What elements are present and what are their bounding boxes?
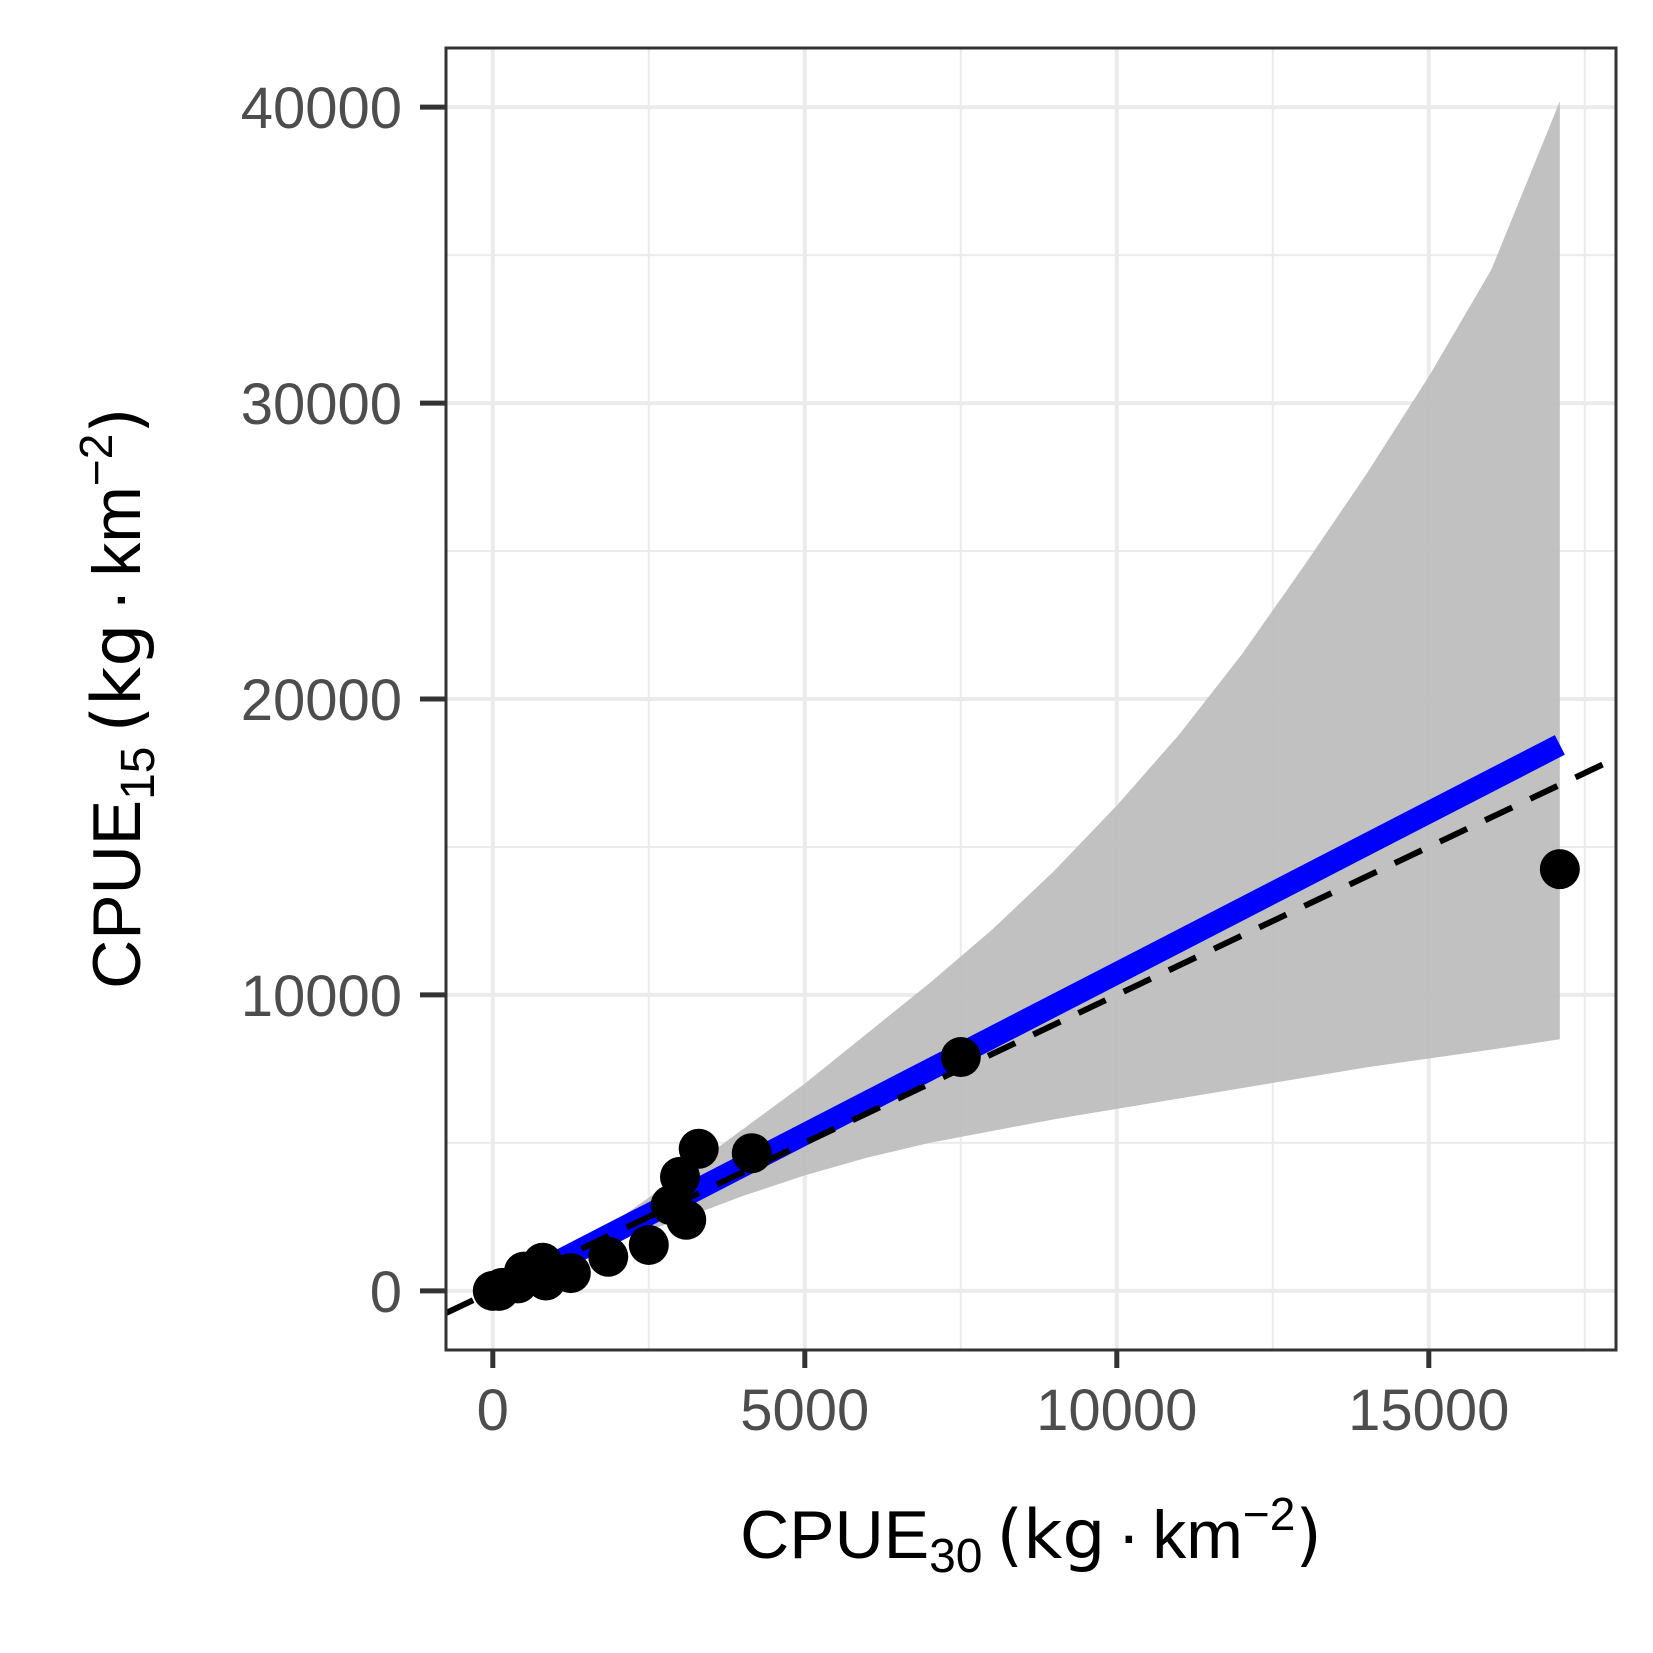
data-point <box>588 1236 629 1277</box>
x-axis-title: CPUE30 (kg · km−2) <box>740 1488 1322 1583</box>
data-point <box>731 1133 772 1174</box>
data-point <box>660 1156 700 1197</box>
data-points <box>472 849 1580 1311</box>
x-tick-label: 15000 <box>1348 1378 1509 1443</box>
x-axis-ticks: 0 5000 10000 15000 <box>477 1350 1509 1443</box>
data-point <box>628 1224 669 1265</box>
data-point <box>678 1128 719 1169</box>
x-tick-label: 0 <box>477 1378 509 1443</box>
fit-line <box>550 735 1565 1273</box>
y-axis-title: CPUE15(kg·km−2) <box>70 407 165 989</box>
y-tick-label: 40000 <box>241 76 402 141</box>
data-point <box>550 1253 591 1294</box>
data-point <box>666 1199 707 1240</box>
data-point <box>940 1037 981 1078</box>
confidence-band <box>586 101 1560 1254</box>
x-tick-label: 5000 <box>740 1378 869 1443</box>
y-tick-label: 20000 <box>241 668 402 733</box>
one-to-one-reference-line <box>446 755 1616 1316</box>
y-tick-label: 30000 <box>241 372 402 437</box>
data-point <box>1539 849 1580 890</box>
y-axis-ticks: 0 10000 20000 30000 40000 <box>241 76 446 1325</box>
x-tick-label: 10000 <box>1036 1378 1197 1443</box>
y-tick-label: 10000 <box>241 964 402 1029</box>
y-tick-label: 0 <box>370 1260 402 1325</box>
